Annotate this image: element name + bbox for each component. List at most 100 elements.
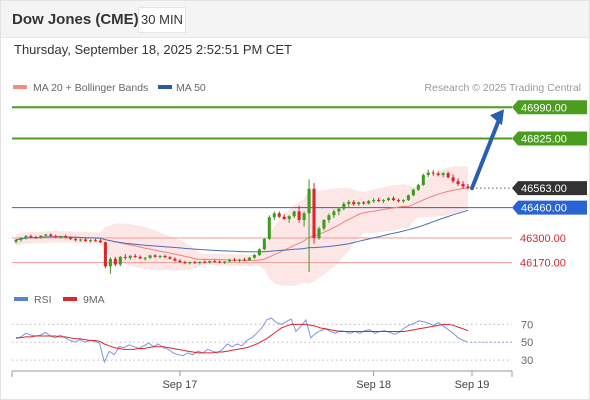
candle [431, 170, 435, 176]
candle [88, 239, 93, 243]
level-label-box [512, 181, 587, 196]
candle [29, 234, 33, 238]
candle [54, 234, 58, 238]
candle-body [123, 256, 127, 258]
rsi-level-label-30: 30 [521, 355, 533, 367]
candle-body [188, 262, 192, 264]
time-axis: Sep 17 Sep 18 Sep 19 [11, 370, 513, 391]
candle [327, 213, 331, 223]
candle [386, 197, 391, 202]
candle-body [451, 177, 455, 182]
level-label-text: 46990.00 [521, 102, 567, 114]
candle [257, 248, 261, 256]
candle [436, 171, 440, 177]
legend-swatch-ma50 [158, 85, 172, 89]
candle-body [396, 200, 401, 202]
candle [98, 239, 102, 244]
candle [337, 207, 341, 216]
candle [317, 226, 321, 240]
candle-body [148, 255, 152, 258]
candle-body [118, 256, 122, 265]
candle-body [466, 186, 470, 189]
candle-body [292, 211, 296, 217]
candle-body [431, 172, 435, 174]
level-label-pivot-3: 46460.00 [512, 200, 587, 215]
x-tick-label: Sep 18 [356, 379, 391, 391]
level-label-box [512, 100, 587, 115]
candle [302, 211, 306, 227]
legend-label-ma20: MA 20 + Bollinger Bands [33, 82, 148, 94]
candle-body [143, 257, 147, 259]
candle [247, 256, 251, 262]
candle [391, 196, 396, 202]
bollinger-band-fill [16, 166, 468, 286]
candle-body [242, 259, 247, 261]
candle [367, 200, 371, 205]
candle-body [88, 240, 93, 242]
candle-body [382, 200, 386, 202]
level-label-text: 46300.00 [520, 233, 566, 245]
candle-body [386, 198, 391, 201]
candle-body [357, 202, 361, 205]
chart-header: Dow Jones (CME) 30 MIN [1, 1, 589, 38]
legend-label-ma50: MA 50 [176, 82, 206, 94]
candle [223, 261, 227, 265]
candle-body [198, 261, 202, 263]
candle-body [213, 261, 217, 263]
candle [118, 255, 122, 267]
candle-body [39, 235, 43, 238]
candle-body [372, 200, 376, 202]
candle-body [337, 208, 341, 212]
candle [113, 256, 117, 267]
candle [173, 257, 177, 262]
candle [233, 257, 237, 262]
candle-body [203, 261, 207, 263]
candle [198, 261, 202, 265]
candle [416, 183, 420, 191]
level-label-current-2: 46563.00 [512, 181, 587, 196]
candle [377, 197, 381, 202]
candle [237, 258, 242, 263]
candle [203, 260, 207, 264]
candle [64, 234, 68, 239]
candle-body [168, 257, 172, 259]
candle [456, 178, 460, 186]
candle-body [113, 258, 117, 265]
candle-body [153, 255, 157, 257]
candle-body [332, 211, 336, 216]
level-label-text: 46170.00 [520, 258, 566, 270]
candle-body [108, 258, 112, 267]
candle-body [138, 256, 142, 259]
candle-body [64, 236, 68, 238]
candle-body [272, 213, 276, 218]
candle [242, 257, 247, 262]
rsi-legend: RSI 9MA [14, 294, 105, 306]
candle-body [327, 215, 331, 220]
candle [133, 254, 137, 258]
candle [451, 174, 455, 184]
timeframe-badge[interactable]: 30 MIN [138, 7, 186, 33]
candle-body [322, 219, 326, 229]
candle-body [262, 238, 266, 250]
ma50-line [15, 209, 469, 253]
candle-body [237, 259, 242, 261]
candles-layer [14, 169, 470, 274]
candle-body [391, 198, 396, 201]
candle [44, 233, 48, 238]
legend-swatch-rsi [14, 297, 28, 301]
candle [138, 255, 142, 260]
candle-body [233, 259, 237, 261]
timestamp: Thursday, September 18, 2025 2:52:51 PM … [14, 42, 292, 57]
candle-body [277, 213, 281, 217]
candle [401, 199, 405, 203]
candle [382, 199, 386, 204]
candle-body [44, 234, 48, 236]
candle [267, 215, 271, 240]
candle [188, 261, 192, 265]
main-legend: MA 20 + Bollinger Bands MA 50 Research ©… [13, 82, 581, 94]
candle [218, 260, 222, 264]
rsi-9ma-line [16, 323, 469, 354]
candle-body [441, 173, 445, 176]
candle [277, 211, 281, 219]
